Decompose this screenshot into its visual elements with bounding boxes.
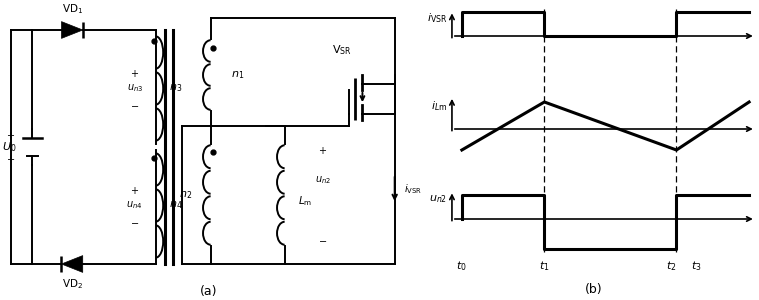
Text: $i_{L{\rm m}}$: $i_{L{\rm m}}$ <box>430 99 447 113</box>
Text: $u_{n2}$: $u_{n2}$ <box>314 174 331 186</box>
Text: (a): (a) <box>200 284 218 298</box>
Text: $U_{\rm 0}$: $U_{\rm 0}$ <box>2 140 17 154</box>
Text: $+$: $+$ <box>318 145 327 155</box>
Text: $-$: $-$ <box>6 153 15 164</box>
Text: $t_0$: $t_0$ <box>456 260 468 273</box>
Text: $u_{n4}$: $u_{n4}$ <box>127 200 143 211</box>
Text: $+$: $+$ <box>131 68 139 79</box>
Text: $\rm V_{SR}$: $\rm V_{SR}$ <box>332 43 351 57</box>
Text: $i_{\rm VSR}$: $i_{\rm VSR}$ <box>427 11 447 25</box>
Text: $-$: $-$ <box>130 100 140 110</box>
Text: $t_1$: $t_1$ <box>539 260 550 273</box>
Text: $+$: $+$ <box>6 130 15 141</box>
Text: $i_{\rm VSR}$: $i_{\rm VSR}$ <box>404 182 422 196</box>
Polygon shape <box>61 22 83 38</box>
Text: $n_3$: $n_3$ <box>168 82 182 94</box>
Text: (b): (b) <box>585 283 603 296</box>
Text: $t_2$: $t_2$ <box>666 260 677 273</box>
Text: $u_{n2}$: $u_{n2}$ <box>429 193 447 205</box>
Text: $-$: $-$ <box>318 235 327 245</box>
Text: $-$: $-$ <box>130 217 140 227</box>
Text: $u_{n3}$: $u_{n3}$ <box>127 82 143 94</box>
Text: $n_2$: $n_2$ <box>179 189 193 201</box>
Text: $n_4$: $n_4$ <box>168 200 182 211</box>
Text: $n_1$: $n_1$ <box>231 69 245 81</box>
Text: $L_{\rm m}$: $L_{\rm m}$ <box>298 194 312 208</box>
Text: $\rm VD_2$: $\rm VD_2$ <box>61 278 83 291</box>
Text: $\rm VD_1$: $\rm VD_1$ <box>61 3 83 16</box>
Text: $+$: $+$ <box>131 185 139 196</box>
Polygon shape <box>61 256 83 272</box>
Text: $t_3$: $t_3$ <box>691 260 701 273</box>
